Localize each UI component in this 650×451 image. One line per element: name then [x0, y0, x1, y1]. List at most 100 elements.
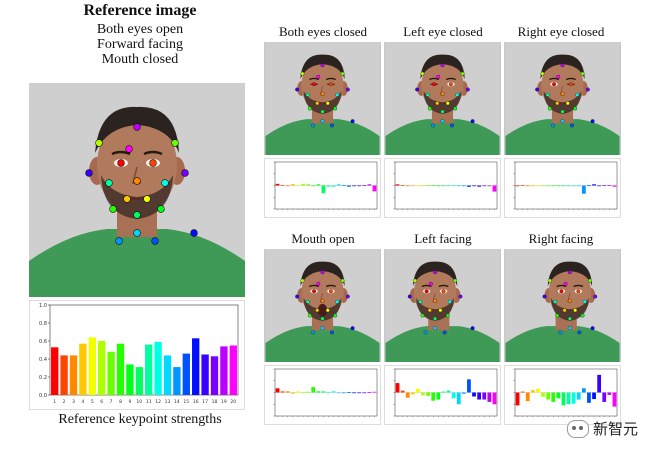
wechat-icon: [566, 419, 589, 438]
keypoint-dot: [577, 330, 582, 335]
keypoint-dot: [420, 71, 425, 76]
keypoint-dot: [436, 74, 441, 79]
keypoint-dot: [433, 298, 438, 303]
keypoint-dot: [558, 330, 563, 335]
bar: [530, 390, 535, 393]
x-tick-label: 3: [72, 399, 75, 405]
keypoint-dot: [320, 109, 325, 114]
keypoint-dot: [433, 316, 438, 321]
keypoint-dot: [320, 63, 325, 68]
bar: [431, 185, 436, 186]
face-illustration: [505, 42, 620, 155]
face-illustration: [265, 42, 380, 155]
x-tick-label: 2: [63, 399, 66, 405]
bar: [607, 392, 612, 395]
keypoint-dot: [117, 159, 125, 167]
bar: [372, 185, 377, 192]
keypoint-dot: [432, 82, 437, 87]
bar: [60, 355, 68, 395]
keypoint-dot: [570, 123, 574, 128]
bar: [530, 185, 535, 187]
keypoint-dot: [576, 289, 581, 294]
bar: [541, 185, 545, 187]
bar: [446, 185, 451, 187]
bar: [290, 392, 295, 394]
chart-left-facing: [384, 365, 501, 425]
bar: [431, 392, 436, 401]
keypoint-dot: [453, 278, 458, 283]
bar: [395, 184, 400, 186]
keypoint-dot: [547, 106, 552, 111]
bar: [126, 364, 134, 395]
keypoint-dot: [440, 91, 445, 96]
bar: [410, 185, 415, 187]
keypoint-dot: [425, 92, 430, 97]
chart-right-facing: [504, 365, 621, 425]
bar: [426, 185, 431, 186]
x-tick-label: 7: [110, 399, 113, 405]
keypoint-dot: [535, 87, 540, 92]
keypoint-dot: [333, 106, 338, 111]
keypoint-dot: [312, 289, 317, 294]
keypoint-markers: [415, 63, 475, 128]
keypoint-dot: [415, 87, 420, 92]
bar: [220, 346, 228, 395]
bar: [296, 185, 300, 186]
keypoint-dot: [440, 63, 445, 68]
bar: [201, 354, 209, 395]
chart-left-eye-closed: [384, 158, 501, 218]
keypoint-dot: [307, 313, 312, 318]
y-tick-label: 0.0: [39, 393, 47, 399]
keypoint-dot: [325, 101, 330, 106]
keypoint-dot: [418, 299, 423, 304]
keypoint-markers: [542, 270, 598, 335]
keypoint-dot: [590, 326, 595, 331]
bar: [395, 383, 400, 393]
bar: [321, 391, 326, 393]
x-tick-label: 1: [53, 399, 56, 405]
keypoint-dot: [149, 159, 157, 167]
bar: [461, 185, 466, 187]
keypoint-dot: [345, 294, 350, 299]
keypoint-dot: [428, 281, 433, 286]
keypoint-dot: [555, 313, 560, 318]
keypoint-dot: [335, 299, 340, 304]
keypoint-dot: [553, 299, 558, 304]
bar: [182, 353, 190, 395]
panel-title-right-facing: Right facing: [528, 231, 594, 246]
keypoint-dot: [350, 326, 355, 331]
keypoint-dot: [453, 106, 458, 111]
bar: [467, 185, 471, 187]
bar: [467, 379, 471, 393]
keypoint-dot: [300, 71, 305, 76]
keypoint-dot: [470, 326, 475, 331]
keypoint-dot: [555, 101, 560, 106]
bar: [441, 185, 446, 187]
bar: [331, 391, 336, 393]
bar: [107, 351, 115, 395]
bar: [456, 392, 461, 405]
y-tick-label: 0.4: [39, 357, 47, 363]
watermark-text: 新智元: [592, 420, 638, 438]
x-tick-label: 6: [100, 399, 103, 405]
keypoint-dot: [85, 169, 93, 177]
keypoint-dot: [181, 169, 189, 177]
bar: [587, 185, 591, 186]
keypoint-markers: [295, 270, 355, 335]
keypoint-dot: [573, 106, 578, 111]
keypoint-dot: [325, 308, 330, 313]
bar: [306, 391, 311, 393]
bar: [551, 185, 556, 187]
keypoint-dot: [438, 308, 443, 313]
keypoint-dot: [295, 294, 300, 299]
keypoint-dot: [320, 119, 325, 124]
bar: [456, 185, 461, 187]
keypoint-dot: [190, 229, 198, 237]
bar: [602, 185, 607, 186]
x-tick-label: 18: [212, 399, 218, 405]
bar: [482, 185, 487, 187]
bar: [311, 185, 316, 187]
keypoint-markers: [85, 123, 198, 245]
x-tick-label: 10: [136, 399, 142, 405]
bar: [525, 185, 530, 187]
